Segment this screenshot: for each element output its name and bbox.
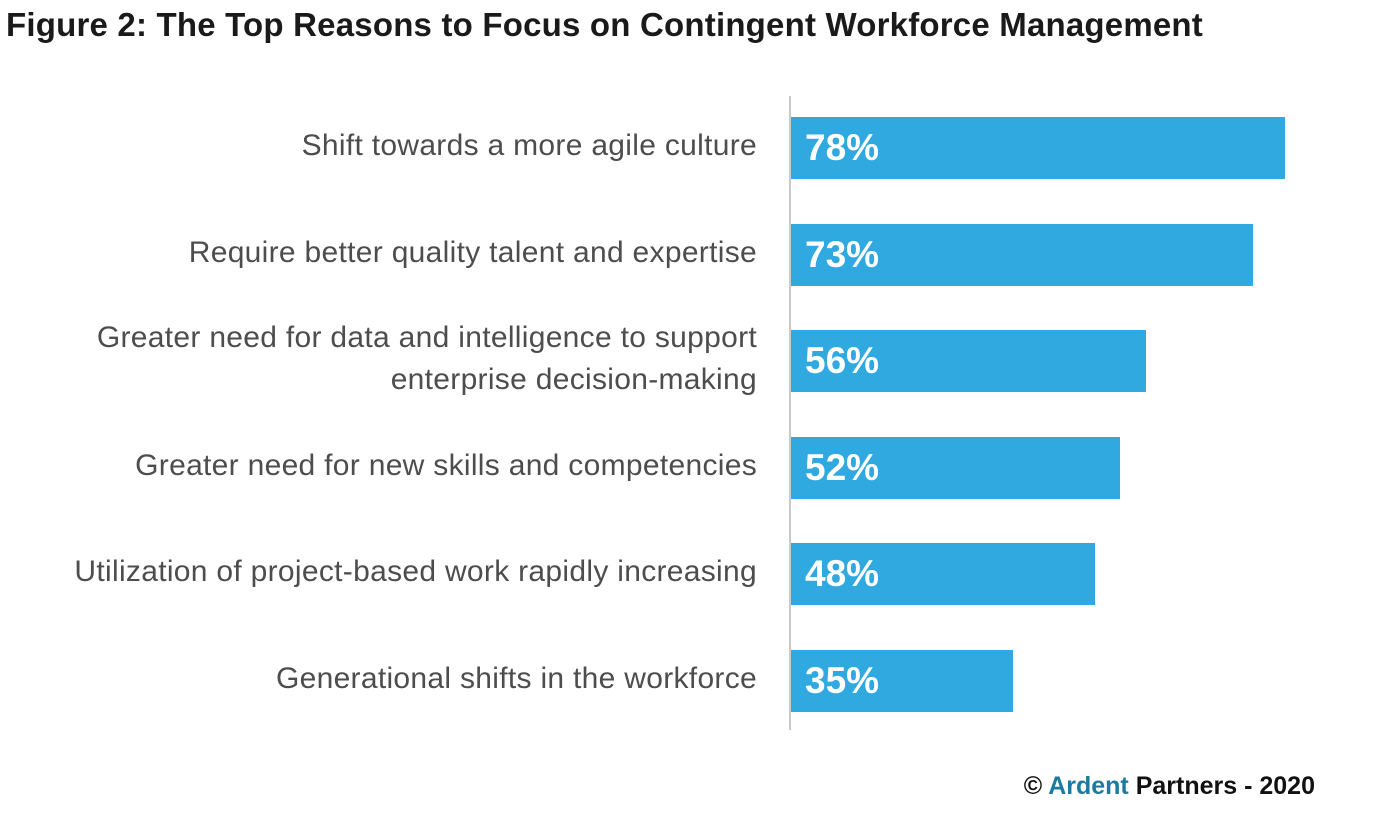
chart-title: Figure 2: The Top Reasons to Focus on Co… [6, 6, 1203, 43]
bar-value-label: 48% [805, 553, 880, 594]
bar-value-label: 52% [805, 446, 880, 488]
category-label-line: Greater need for new skills and competen… [135, 448, 757, 482]
credit-text: Partners - 2020 [1135, 772, 1315, 800]
bar-value-label: 35% [805, 659, 880, 701]
category-label: Require better quality talent and expert… [17, 232, 757, 274]
bar-value-label: 78% [805, 127, 880, 168]
category-label-line: Generational shifts in the workforce [275, 661, 757, 695]
bar: 56% [791, 330, 1146, 392]
category-label: Shift towards a more agile culture [17, 125, 757, 167]
category-label-line: Require better quality talent and expert… [188, 235, 757, 269]
bar-value-label: 73% [805, 233, 880, 275]
source-credit: © Ardent Partners - 2020 [1024, 772, 1315, 801]
bar: 52% [791, 436, 1121, 499]
category-label: Greater need for data and intelligence t… [17, 317, 757, 401]
bar: 73% [791, 223, 1254, 286]
bar-value-label: 56% [805, 340, 880, 381]
brand-name: Ardent [1048, 772, 1129, 800]
bar: 48% [791, 543, 1095, 605]
copyright-symbol: © [1023, 772, 1043, 800]
category-label-line: Shift towards a more agile culture [301, 129, 757, 162]
category-label-line: enterprise decision-making [390, 363, 757, 396]
category-label: Greater need for new skills and competen… [17, 445, 757, 487]
category-axis-line [789, 96, 791, 730]
bar: 35% [791, 649, 1013, 712]
category-label: Utilization of project-based work rapidl… [17, 551, 757, 593]
category-label-line: Utilization of project-based work rapidl… [74, 555, 757, 588]
category-label-line: Greater need for data and intelligence t… [96, 321, 757, 354]
bar: 78% [791, 117, 1285, 179]
category-label: Generational shifts in the workforce [17, 658, 757, 700]
